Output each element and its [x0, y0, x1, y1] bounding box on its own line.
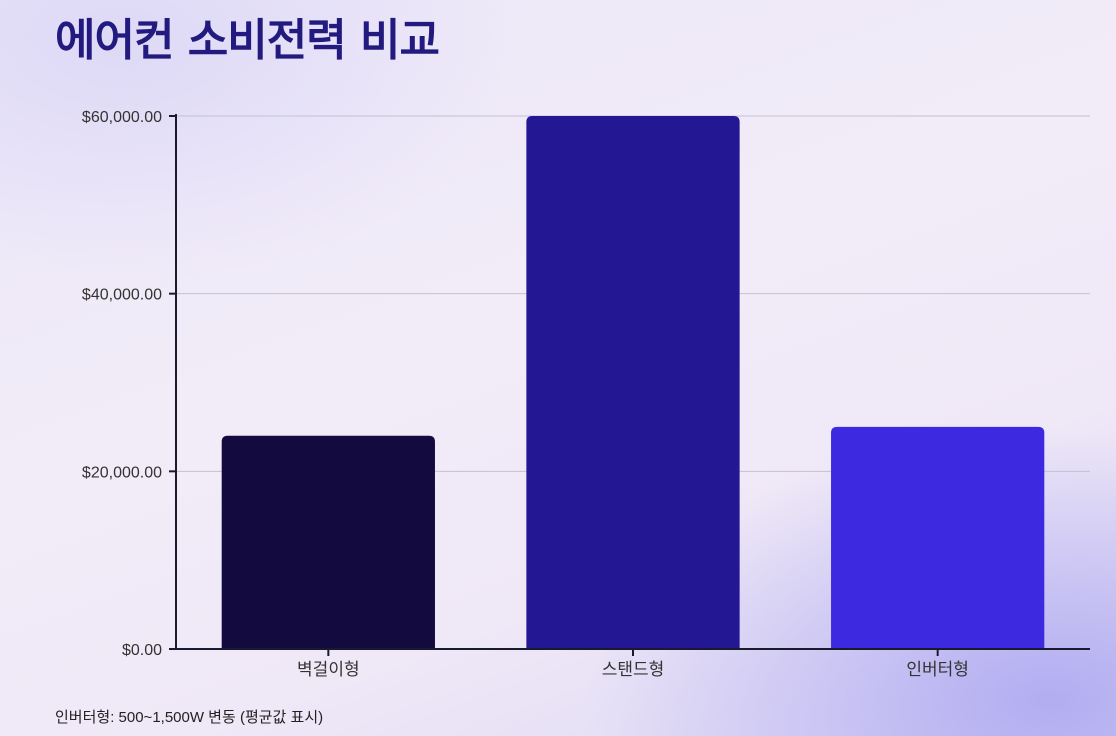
x-tick-label: 벽걸이형 [297, 660, 360, 680]
bar [526, 116, 740, 649]
bar [221, 435, 435, 649]
y-tick-label: $60,000.00 [82, 109, 162, 126]
x-axis-ticks: 벽걸이형 스탠드형 인버터형 [297, 649, 969, 680]
y-axis-ticks: $0.00 $20,000.00 $40,000.00 $60,000.00 [82, 109, 176, 659]
chart-title: 에어컨 소비전력 비교 [55, 15, 440, 66]
x-tick-label: 스탠드형 [602, 660, 665, 680]
footnote: 인버터형: 500~1,500W 변동 (평균값 표시) [55, 709, 324, 726]
bar [831, 426, 1045, 649]
bars [221, 116, 1045, 649]
y-tick-label: $0.00 [122, 642, 162, 659]
y-tick-label: $20,000.00 [82, 464, 162, 481]
y-tick-label: $40,000.00 [82, 287, 162, 304]
x-tick-label: 인버터형 [906, 660, 969, 680]
